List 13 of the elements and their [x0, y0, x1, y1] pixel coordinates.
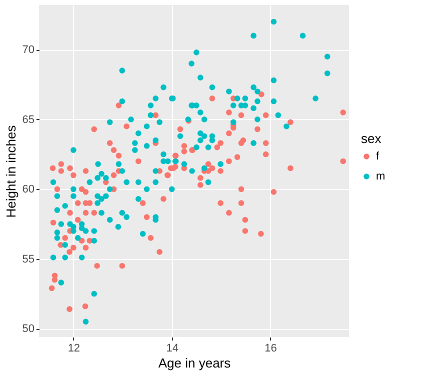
y-tick-label: 65	[22, 114, 34, 126]
legend-title: sex	[361, 131, 382, 146]
y-tick-label: 70	[22, 44, 34, 56]
x-tick-label: 14	[166, 342, 178, 354]
x-tick-label: 12	[68, 342, 80, 354]
y-tick-label: 50	[22, 323, 34, 336]
y-tick-label: 60	[22, 184, 34, 196]
y-tick-label: 55	[22, 253, 34, 266]
x-axis-title: Age in years	[158, 356, 232, 370]
y-axis-title: Height in inches	[3, 124, 18, 218]
legend-label: f	[376, 150, 380, 162]
x-tick-label: 16	[264, 342, 277, 354]
legend-label: m	[376, 170, 386, 182]
